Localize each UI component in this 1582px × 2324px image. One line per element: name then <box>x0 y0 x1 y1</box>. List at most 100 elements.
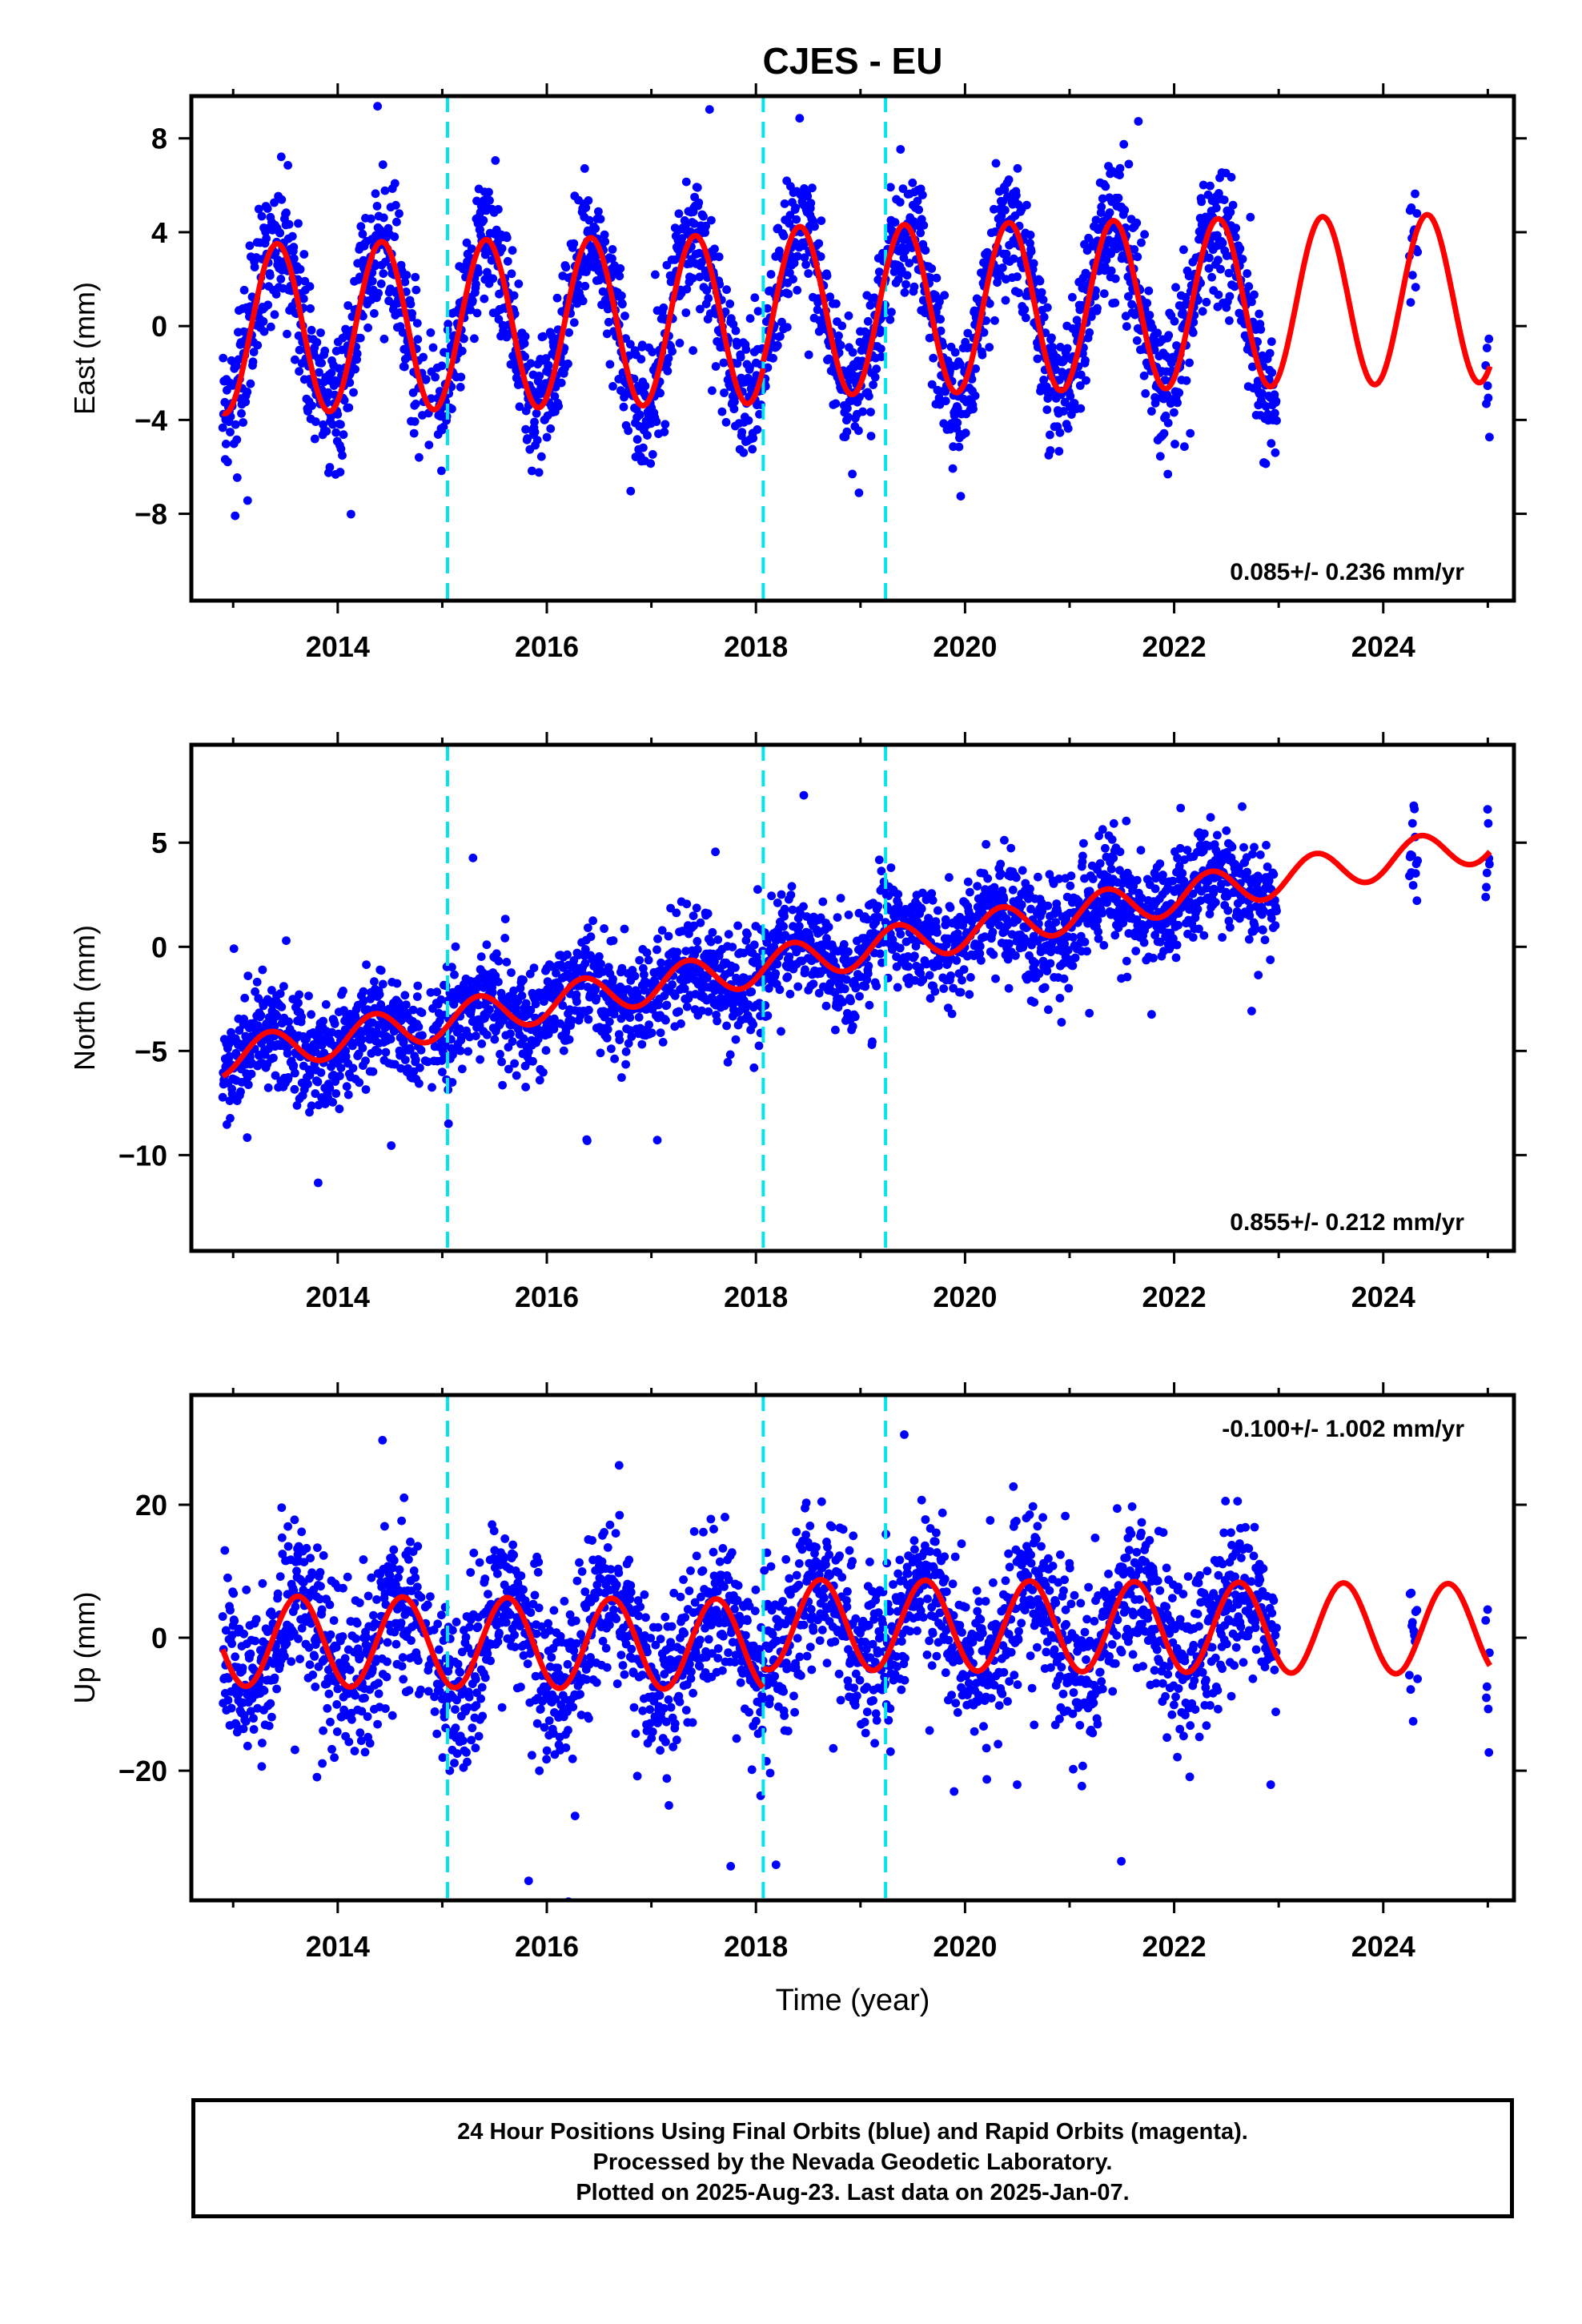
data-point <box>844 412 853 422</box>
data-point <box>517 991 527 1000</box>
data-point <box>483 1030 492 1039</box>
data-point <box>652 417 661 426</box>
data-point <box>1038 296 1048 304</box>
data-point <box>305 282 315 292</box>
x-tick-label: 2024 <box>1351 630 1415 663</box>
data-point <box>1082 376 1090 385</box>
data-point <box>865 300 875 310</box>
data-point <box>1051 918 1061 927</box>
data-point <box>488 274 498 283</box>
data-point <box>681 222 690 231</box>
data-point <box>415 452 424 462</box>
data-point <box>339 987 347 995</box>
data-point <box>1485 432 1494 442</box>
data-point <box>266 322 275 332</box>
data-point <box>282 208 291 218</box>
data-point <box>773 340 782 350</box>
data-point <box>771 969 781 978</box>
data-point <box>406 300 416 309</box>
data-point <box>775 985 785 995</box>
data-point <box>836 894 845 903</box>
data-point <box>494 205 503 214</box>
data-point <box>320 346 330 356</box>
data-point <box>1026 231 1035 239</box>
data-point <box>929 353 938 363</box>
data-point <box>963 328 973 338</box>
data-point <box>327 368 336 377</box>
data-point <box>874 913 884 922</box>
data-point <box>506 1029 515 1039</box>
data-point <box>378 160 387 170</box>
data-point <box>1226 923 1235 932</box>
data-point <box>822 271 832 280</box>
data-point <box>378 979 387 989</box>
data-point <box>1044 1005 1053 1015</box>
data-point <box>1120 206 1130 215</box>
data-point <box>1008 885 1018 895</box>
data-point <box>256 1011 266 1020</box>
data-point <box>647 1028 656 1038</box>
data-point <box>456 372 466 382</box>
data-point <box>1106 266 1116 275</box>
data-point <box>989 950 998 959</box>
data-point <box>283 161 292 170</box>
data-point <box>702 286 712 295</box>
data-point <box>257 211 267 221</box>
data-point <box>263 204 272 213</box>
data-point <box>657 926 667 935</box>
data-point <box>243 388 252 396</box>
data-point <box>456 383 465 392</box>
data-point <box>711 847 720 857</box>
data-point <box>958 975 966 985</box>
data-point <box>1224 268 1234 278</box>
data-point <box>706 937 716 947</box>
data-point <box>1018 866 1027 875</box>
data-point <box>584 215 594 225</box>
data-point <box>1243 269 1252 278</box>
data-point <box>615 1035 624 1044</box>
data-point <box>956 360 965 369</box>
data-point <box>1127 300 1136 309</box>
data-point <box>291 355 299 364</box>
data-point <box>339 430 348 440</box>
data-point <box>941 915 950 924</box>
data-point <box>474 267 483 277</box>
data-point <box>724 930 733 939</box>
data-point <box>243 1133 252 1142</box>
data-point <box>652 945 661 955</box>
data-point <box>1094 927 1102 936</box>
data-point <box>492 949 501 959</box>
data-point <box>1034 872 1042 882</box>
data-point <box>689 346 697 356</box>
data-point <box>1256 325 1266 334</box>
data-point <box>1271 408 1279 418</box>
data-point <box>710 957 719 967</box>
data-point <box>1012 191 1021 200</box>
data-point <box>1101 182 1110 191</box>
data-point <box>523 434 532 443</box>
data-point <box>739 948 749 958</box>
data-point <box>799 790 809 800</box>
data-point <box>1214 290 1223 300</box>
data-point <box>457 346 467 356</box>
data-point <box>515 402 524 412</box>
data-point <box>899 253 909 263</box>
data-point <box>521 1083 530 1092</box>
data-point <box>297 1012 307 1022</box>
data-point <box>1163 418 1173 428</box>
data-point <box>1099 941 1109 950</box>
data-point <box>723 1058 733 1067</box>
data-point <box>541 354 551 363</box>
data-point <box>580 281 590 291</box>
data-point <box>889 267 899 276</box>
data-point <box>358 229 367 239</box>
data-point <box>1199 180 1208 190</box>
data-point <box>865 392 873 401</box>
data-point <box>832 299 841 308</box>
data-point <box>245 241 255 251</box>
data-point <box>701 221 710 231</box>
data-point <box>648 348 657 356</box>
data-point <box>370 977 379 986</box>
data-point <box>462 238 472 247</box>
data-point <box>1144 286 1154 296</box>
